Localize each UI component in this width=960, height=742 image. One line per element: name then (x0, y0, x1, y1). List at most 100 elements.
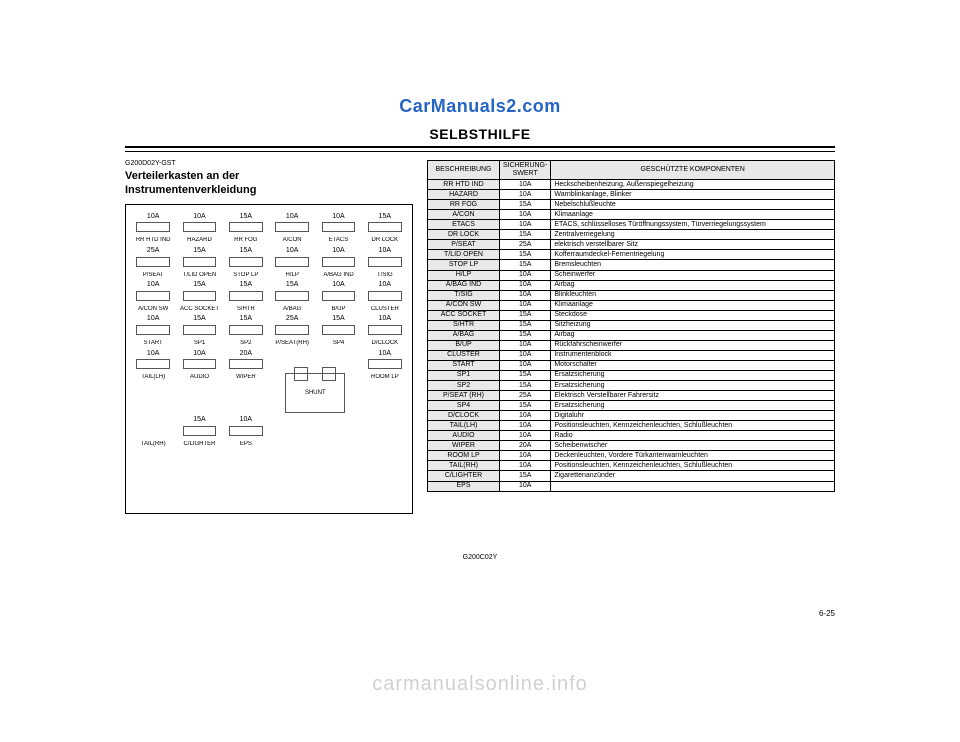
amp-label: 15A (364, 213, 406, 221)
diagram-cell: RR HTD IND (132, 236, 174, 244)
page: SELBSTHILFE G200D02Y-GST Verteilerkasten… (125, 126, 835, 596)
table-row: SP115AErsatzsicherung (428, 370, 835, 380)
diagram-cell (132, 416, 174, 437)
cell-components: Klimaanlage (551, 300, 835, 310)
right-column: BESCHREIBUNG SICHERUNG- SWERT GESCHÜTZTE… (427, 160, 835, 514)
amp-label: 10A (225, 416, 267, 424)
table-row: D/CLOCK10ADigitaluhr (428, 411, 835, 421)
diagram-cell: 10A (364, 350, 406, 371)
cell-rating: 20A (500, 441, 551, 451)
diagram-cell: RR FOG (225, 236, 267, 244)
cell-desc: A/CON SW (428, 300, 500, 310)
fuse-label: ROOM LP (364, 374, 406, 381)
cell-desc: HAZARD (428, 190, 500, 200)
cell-desc: A/BAG IND (428, 280, 500, 290)
cell-components: Deckenleuchten, Vordere Türkantenwarnleu… (551, 451, 835, 461)
fuse-symbol (368, 257, 402, 267)
fuse-label: P/SEAT (132, 272, 174, 279)
diagram-cell: WIPER (225, 373, 267, 413)
table-row: TAIL(RH)10APositionsleuchten, Kennzeiche… (428, 461, 835, 471)
amp-label: 25A (271, 315, 313, 323)
amp-label: 10A (364, 315, 406, 323)
watermark-top: CarManuals2.com (0, 96, 960, 117)
cell-desc: ROOM LP (428, 451, 500, 461)
fuse-label: A/CON SW (132, 306, 174, 313)
table-row: CLUSTER10AInstrumentenblock (428, 350, 835, 360)
cell-components: Bremsleuchten (551, 260, 835, 270)
cell-rating: 15A (500, 471, 551, 481)
cell-rating: 15A (500, 330, 551, 340)
fuse-symbol (275, 291, 309, 301)
cell-desc: WIPER (428, 441, 500, 451)
amp-label: 10A (132, 350, 174, 358)
diagram-cell: 10A (364, 247, 406, 268)
amp-label: 10A (178, 213, 220, 221)
diagram-cell: 10A (178, 350, 220, 371)
table-row: A/CON SW10AKlimaanlage (428, 300, 835, 310)
diagram-cell: 15A (317, 315, 359, 336)
cell-desc: RR FOG (428, 200, 500, 210)
shunt-cell: SHUNT (271, 373, 360, 413)
fuse-table: BESCHREIBUNG SICHERUNG- SWERT GESCHÜTZTE… (427, 160, 835, 492)
cell-desc: ETACS (428, 220, 500, 230)
cell-rating: 10A (500, 350, 551, 360)
cell-desc: T/LID OPEN (428, 250, 500, 260)
cell-desc: A/CON (428, 210, 500, 220)
fuse-symbol (368, 325, 402, 335)
cell-components: Zigarettenanzünder (551, 471, 835, 481)
cell-components: Heckscheibenheizung, Außenspiegelheizung (551, 180, 835, 190)
cell-desc: CLUSTER (428, 350, 500, 360)
fuse-label: A/BAG IND (317, 272, 359, 279)
amp-label: 10A (178, 350, 220, 358)
fuse-label: B/UP (317, 306, 359, 313)
amp-label: 15A (225, 281, 267, 289)
diagram-cell: 15A (225, 281, 267, 302)
fuse-symbol (229, 426, 263, 436)
cell-components: Ersatzsicherung (551, 370, 835, 380)
fuse-label: DR LOCK (364, 237, 406, 244)
fuse-label: TAIL(RH) (132, 441, 174, 448)
header-rule (125, 146, 835, 152)
reference-code: G200D02Y-GST (125, 160, 415, 167)
fuse-symbol (183, 359, 217, 369)
diagram-cell: 25A (271, 315, 313, 336)
amp-label: 15A (178, 315, 220, 323)
cell-components: Warnblinkanlage, Blinker (551, 190, 835, 200)
cell-desc: H/LP (428, 270, 500, 280)
fuse-label: D/CLOCK (364, 340, 406, 347)
diagram-cell: STOP LP (225, 271, 267, 279)
fuse-diagram: 10A10A15A10A10A15ARR HTD INDHAZARDRR FOG… (125, 204, 413, 514)
fuse-symbol (229, 325, 263, 335)
cell-rating: 10A (500, 300, 551, 310)
fuse-symbol (322, 257, 356, 267)
fuse-label: SP2 (225, 340, 267, 347)
diagram-cell: 10A (317, 213, 359, 234)
cell-rating: 10A (500, 431, 551, 441)
diagram-cell: DR LOCK (364, 236, 406, 244)
cell-rating: 15A (500, 381, 551, 391)
cell-rating: 10A (500, 461, 551, 471)
left-column: G200D02Y-GST Verteilerkasten an der Inst… (125, 160, 415, 514)
diagram-cell: ACC SOCKET (178, 305, 220, 313)
diagram-cell (271, 416, 313, 437)
cell-desc: TAIL(LH) (428, 421, 500, 431)
diagram-cell (271, 440, 313, 448)
fuse-label: WIPER (225, 374, 267, 381)
diagram-cell: 15A (178, 281, 220, 302)
footer-reference: G200C02Y (125, 554, 835, 561)
diagram-cell: 15A (225, 247, 267, 268)
diagram-cell: EPS (225, 440, 267, 448)
diagram-cell: H/LP (271, 271, 313, 279)
fuse-label: TAIL(LH) (132, 374, 174, 381)
cell-desc: A/BAG (428, 330, 500, 340)
diagram-cell: HAZARD (178, 236, 220, 244)
amp-label: 15A (225, 315, 267, 323)
amp-label: 10A (317, 281, 359, 289)
amp-label: 10A (132, 315, 174, 323)
fuse-label: RR HTD IND (132, 237, 174, 244)
diagram-cell (317, 416, 359, 437)
subheading-line1: Verteilerkasten an der (125, 170, 239, 182)
amp-label: 10A (364, 281, 406, 289)
diagram-cell: 10A (364, 315, 406, 336)
cell-rating: 10A (500, 190, 551, 200)
